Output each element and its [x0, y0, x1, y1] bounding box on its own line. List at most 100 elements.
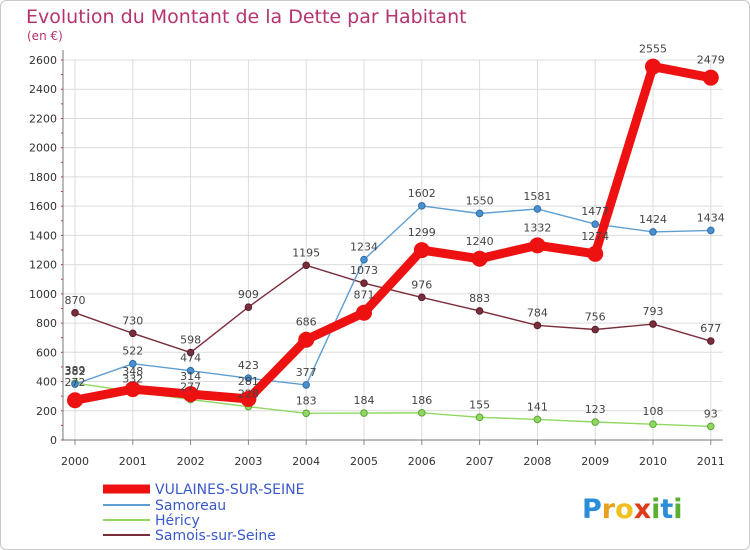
- series-point-3: [71, 309, 79, 317]
- y-tick-label: 2200: [29, 112, 57, 125]
- x-tick-label: 2000: [61, 455, 89, 468]
- y-minor-tick: [61, 381, 63, 383]
- legend-label-2: Héricy: [155, 513, 200, 529]
- y-minor-tick: [61, 74, 63, 76]
- data-label-0: 1332: [523, 221, 551, 234]
- logo-letter: x: [634, 494, 651, 525]
- series-point-2: [591, 418, 600, 426]
- data-label-0: 314: [180, 370, 201, 383]
- data-label-3: 793: [643, 305, 664, 318]
- data-label-2: 155: [469, 398, 490, 411]
- data-label-1: 1434: [697, 211, 725, 224]
- y-minor-tick: [61, 337, 63, 339]
- legend-label-3: Samois-sur-Seine: [155, 528, 276, 544]
- x-tick-label: 2011: [697, 455, 725, 468]
- y-minor-tick: [61, 103, 63, 105]
- logo-letter: r: [602, 494, 616, 525]
- data-label-0: 2479: [697, 54, 725, 67]
- series-point-1: [244, 374, 253, 382]
- y-minor-tick: [61, 88, 63, 90]
- y-minor-tick: [61, 424, 63, 426]
- logo-letter: t: [660, 494, 673, 525]
- series-point-3: [475, 307, 484, 315]
- y-minor-tick: [61, 117, 63, 119]
- series-point-3: [707, 337, 715, 345]
- series-point-2: [302, 409, 311, 418]
- x-tick-label: 2008: [523, 455, 551, 468]
- series-point-0: [587, 245, 604, 262]
- x-tick-label: 2010: [639, 455, 667, 468]
- data-label-3: 1073: [350, 264, 378, 277]
- series-point-3: [302, 261, 311, 270]
- data-label-1: 1424: [639, 213, 667, 226]
- legend-label-0: VULAINES-SUR-SEINE: [155, 482, 304, 498]
- data-labels: 870 730 598 909 1195 1073 976 883 784 756 793 677 38…: [65, 43, 725, 421]
- data-label-1: 382: [65, 365, 86, 378]
- data-label-1: 1602: [408, 187, 436, 200]
- series-point-1: [186, 366, 195, 375]
- series-point-2: [418, 409, 426, 417]
- proxiti-logo: Proxiti: [582, 494, 683, 525]
- data-label-2: 277: [180, 381, 201, 394]
- data-label-1: 1477: [581, 205, 609, 218]
- logo-letter: P: [582, 494, 602, 525]
- axes: 0 200 400 600 800 1000 1200 1400 1600 1800 2000 220…: [29, 50, 725, 468]
- series-point-0: [298, 331, 315, 348]
- y-tick-label: 1000: [29, 288, 57, 301]
- y-minor-tick: [61, 234, 63, 236]
- data-label-3: 976: [411, 278, 432, 291]
- series-point-0: [124, 381, 141, 398]
- y-tick-label: 1200: [29, 259, 57, 272]
- series-line-1: [74, 205, 712, 386]
- series-point-1: [418, 202, 426, 210]
- series-point-3: [649, 320, 657, 328]
- y-tick-label: 200: [36, 405, 57, 418]
- series-point-0: [182, 386, 199, 403]
- y-tick-label: 400: [36, 376, 57, 389]
- y-minor-tick: [61, 395, 63, 397]
- series-point-1: [533, 205, 542, 213]
- y-minor-tick: [61, 147, 63, 149]
- series-point-2: [360, 409, 368, 417]
- series-point-3: [418, 293, 426, 302]
- data-label-0: 2555: [639, 43, 667, 56]
- series-line-0: [70, 62, 716, 405]
- legend: VULAINES-SUR-SEINESamoreauHéricySamois-s…: [103, 482, 304, 544]
- y-minor-tick: [61, 176, 63, 178]
- series-point-3: [244, 303, 253, 311]
- legend-label-1: Samoreau: [155, 498, 226, 514]
- y-minor-tick: [61, 366, 63, 368]
- series-point-0: [240, 390, 257, 407]
- series-point-0: [702, 69, 719, 86]
- data-label-3: 870: [65, 294, 86, 307]
- series-point-0: [413, 242, 430, 259]
- data-label-3: 730: [122, 314, 143, 327]
- data-label-1: 1581: [523, 190, 551, 203]
- y-minor-tick: [61, 59, 63, 61]
- logo-text: Proxiti: [582, 494, 683, 525]
- y-tick-label: 1400: [29, 229, 57, 242]
- data-label-1: 377: [296, 366, 317, 379]
- x-tick-label: 2004: [292, 455, 320, 468]
- y-minor-tick: [61, 322, 63, 324]
- y-tick-label: 0: [50, 434, 57, 447]
- series-point-3: [533, 321, 542, 330]
- data-label-1: 1550: [466, 194, 494, 207]
- y-minor-tick: [61, 307, 63, 309]
- y-tick-label: 800: [36, 317, 57, 330]
- series-point-1: [707, 226, 715, 235]
- y-minor-tick: [61, 264, 63, 266]
- data-label-3: 598: [180, 334, 201, 347]
- x-tick-label: 2007: [466, 455, 494, 468]
- y-minor-tick: [61, 439, 63, 441]
- y-tick-label: 600: [36, 346, 57, 359]
- data-label-3: 883: [469, 292, 490, 305]
- y-minor-tick: [61, 191, 63, 193]
- logo-letter: i: [673, 494, 682, 525]
- series-line-2: [74, 382, 712, 428]
- x-tick-label: 2001: [119, 455, 147, 468]
- data-label-2: 108: [643, 405, 664, 418]
- data-label-0: 1240: [466, 235, 494, 248]
- series-point-2: [533, 415, 542, 424]
